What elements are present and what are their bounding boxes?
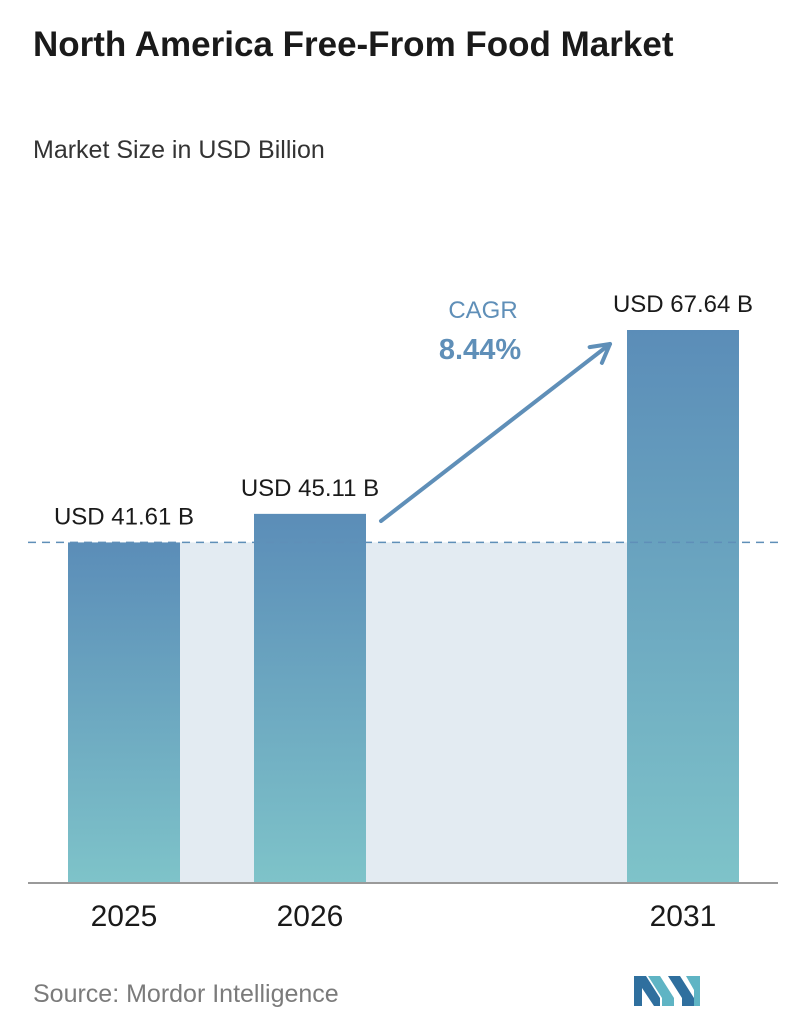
category-label: 2031 [650,900,717,933]
chart-subtitle: Market Size in USD Billion [33,136,325,164]
value-label: USD 41.61 B [54,503,194,530]
background-bands [180,542,627,882]
band-segment [366,542,627,882]
cagr-value: 8.44% [439,334,521,366]
bar-2025 [68,542,180,882]
cagr-annotation: CAGR 8.44% [379,297,612,523]
category-label: 2026 [277,900,344,933]
source-note: Source: Mordor Intelligence [33,980,339,1008]
category-labels-group: 2025 2026 2031 [91,900,717,933]
bar-2026 [254,513,366,882]
band-segment [180,542,254,882]
bars-group [68,330,739,882]
value-label: USD 67.64 B [613,291,753,318]
cagr-label: CAGR [448,297,517,324]
value-label: USD 45.11 B [241,475,379,502]
bar-2031 [627,330,739,882]
mordor-intelligence-logo [634,976,700,1006]
cagr-arrow [379,342,612,523]
chart-title: North America Free-From Food Market [33,25,674,64]
category-label: 2025 [91,900,158,933]
value-labels-group: USD 41.61 B USD 45.11 B USD 67.64 B [54,291,753,530]
